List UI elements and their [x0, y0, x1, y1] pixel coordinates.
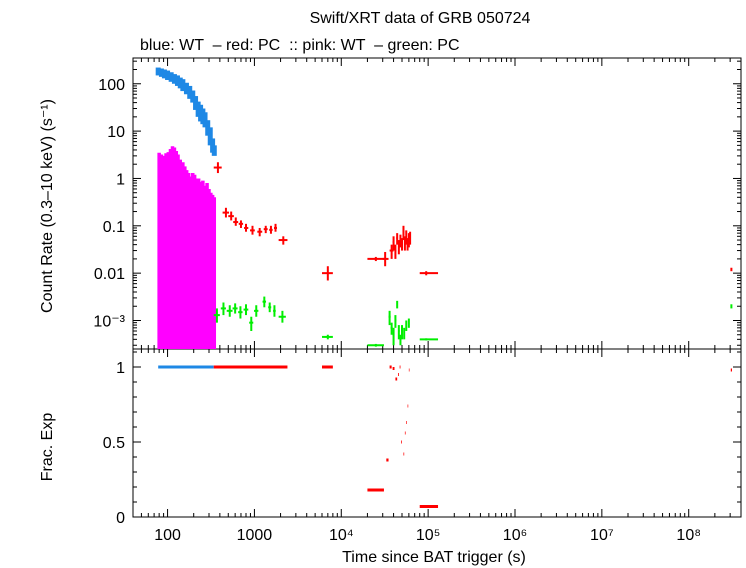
x-tick-label: 10⁸: [676, 527, 701, 544]
bottom-y-axis-label: Frac. Exp: [39, 413, 56, 482]
top-y-axis-label: Count Rate (0.3–10 keV) (s⁻¹): [39, 99, 56, 313]
y-tick-label: 10: [107, 124, 125, 141]
plot-area: 100 1000 10⁴ 10⁵ 10⁶ 10⁷ 10⁸1001010.10.0110⁻³0…: [93, 57, 742, 544]
y-tick-label: 0.01: [94, 266, 125, 283]
chart-subtitle: blue: WT – red: PC :: pink: WT – green: …: [140, 37, 460, 54]
x-tick-label: 10⁶: [503, 527, 527, 544]
x-tick-label: 10⁴: [329, 527, 354, 544]
y-tick-label: 1: [116, 171, 125, 188]
y-tick-label: 100: [98, 77, 125, 94]
y-tick-label: 1: [116, 360, 125, 377]
y-tick-label: 10⁻³: [93, 313, 125, 330]
x-tick-label: 10⁵: [416, 527, 440, 544]
x-tick-label: 100: [154, 527, 181, 544]
bottom-panel-frame: [132, 348, 742, 518]
chart-title: Swift/XRT data of GRB 050724: [310, 10, 531, 27]
y-tick-label: 0: [116, 510, 125, 527]
y-tick-label: 0.5: [103, 435, 125, 452]
y-tick-label: 0.1: [103, 219, 125, 236]
x-axis-label: Time since BAT trigger (s): [342, 549, 526, 566]
x-tick-label: 10⁷: [590, 527, 614, 544]
x-tick-label: 1000: [237, 527, 273, 544]
